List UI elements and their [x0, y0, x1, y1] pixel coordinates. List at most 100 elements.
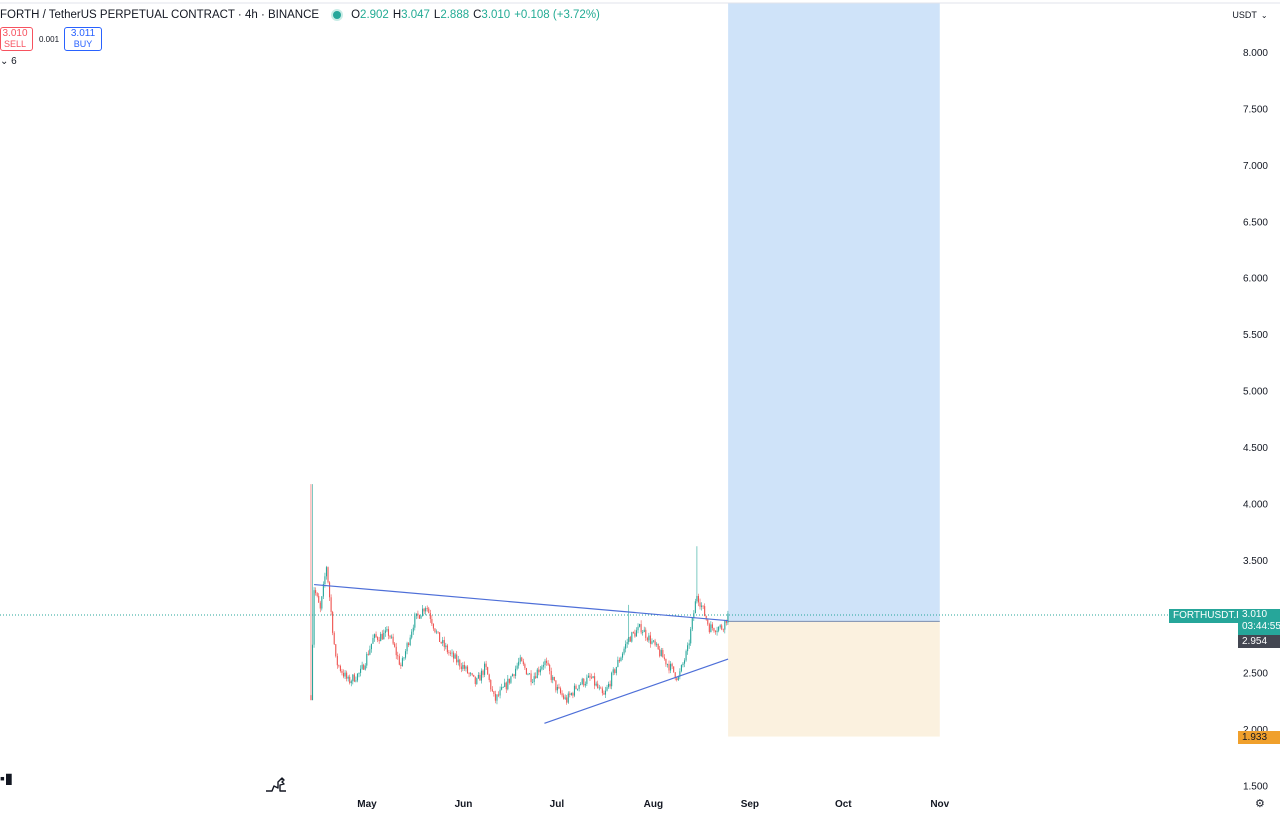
candle-body [646, 637, 648, 641]
price-tick-label: 6.000 [1243, 274, 1268, 285]
candle-body [448, 652, 450, 653]
candle-body [722, 629, 724, 631]
candle-body [521, 657, 523, 662]
currency-selector[interactable]: USDT ⌄ [1232, 10, 1268, 20]
candle-body [522, 661, 524, 665]
candle-body [628, 637, 630, 643]
sell-button[interactable]: 3.010 SELL [0, 27, 33, 51]
candle-body [404, 651, 407, 658]
candle-body [338, 665, 340, 667]
candle-body [386, 629, 388, 631]
candle-body [632, 632, 634, 634]
candle-body [690, 629, 692, 644]
candle-body [373, 634, 376, 639]
candle-body [356, 673, 359, 681]
indicators-toggle[interactable]: ⌄ 6 [0, 56, 17, 67]
candle-body [342, 672, 345, 677]
candle-body [513, 674, 515, 676]
candle-body [594, 676, 596, 686]
candle-body [470, 673, 472, 675]
descending-trendline[interactable] [314, 583, 729, 622]
candle-body [601, 688, 603, 694]
ascending-trendline[interactable] [544, 658, 729, 724]
candle-body [589, 675, 591, 678]
candle-body [693, 613, 695, 618]
profit-target-zone[interactable] [728, 3, 940, 622]
candle-body [456, 654, 458, 663]
candle-body [528, 673, 531, 675]
candle-body [606, 687, 608, 691]
candle-body [598, 687, 600, 689]
price-axis: 1.5002.0002.5003.0003.5004.0004.5005.000… [1243, 48, 1268, 792]
buy-button[interactable]: 3.011 BUY [64, 27, 103, 51]
candle-body [355, 680, 357, 682]
candle-body [361, 664, 363, 669]
candle-body [428, 608, 430, 614]
candle-body [387, 629, 390, 636]
symbol-title[interactable]: FORTH / TetherUS PERPETUAL CONTRACT · 4h… [0, 9, 320, 21]
candle-body [612, 669, 614, 673]
time-tick-label: Sep [741, 799, 759, 810]
entry-price-tag: 2.954 [1238, 635, 1280, 648]
candle-body [558, 686, 560, 689]
candle-body [666, 664, 669, 665]
candle-body [541, 666, 543, 670]
candle-body [536, 669, 538, 679]
stop-loss-zone[interactable] [728, 621, 940, 737]
candle-body [680, 665, 682, 672]
candle-body [370, 643, 372, 650]
candle-body [375, 634, 377, 638]
candle-body [468, 673, 470, 674]
candle-body [683, 660, 686, 664]
candle-body [677, 676, 679, 681]
candle-body [707, 619, 709, 625]
last-price-tag: 3.010 03:44:55 [1238, 609, 1280, 635]
candle-body [446, 645, 448, 653]
candle-body [659, 649, 661, 657]
candle-body [586, 677, 588, 684]
candle-body [487, 667, 489, 675]
symbol-price-label: FORTHUSDT.P [1169, 609, 1247, 623]
gear-icon[interactable]: ⚙ [1255, 798, 1265, 810]
candle-body [497, 694, 500, 696]
candle-body [533, 676, 535, 682]
candle-body [685, 651, 687, 661]
candle-body [569, 693, 571, 695]
trade-buttons: 3.010 SELL 0.001 3.011 BUY [0, 27, 103, 51]
time-tick-label: Oct [835, 799, 852, 810]
dino-icon [266, 777, 286, 792]
candle-body [654, 640, 656, 645]
candle-body [705, 615, 707, 620]
candle-body [711, 624, 713, 629]
candle-body [524, 664, 526, 669]
trendlines[interactable] [314, 583, 729, 724]
candle-body [394, 643, 396, 647]
candle-body [640, 624, 642, 633]
price-tick-label: 1.500 [1243, 781, 1268, 792]
time-tick-label: Jun [455, 799, 473, 810]
candle-body [417, 613, 419, 616]
candle-body [701, 605, 703, 607]
candle-body [510, 676, 512, 683]
candle-body [347, 676, 349, 679]
candle-body [477, 674, 479, 679]
candle-body [453, 652, 455, 659]
candle-body [620, 657, 622, 662]
tradingview-logo-icon[interactable]: ▪▮ [0, 770, 13, 786]
candle-body [721, 625, 723, 630]
candle-body [643, 629, 645, 633]
candle-body [482, 670, 484, 675]
price-tick-label: 7.500 [1243, 104, 1268, 115]
candle-body [384, 630, 386, 633]
candle-body [629, 637, 631, 642]
candle-body [714, 631, 717, 633]
candle-body [395, 646, 397, 656]
high-value: 3.047 [401, 9, 430, 21]
candle-body [553, 676, 555, 681]
candle-body [578, 684, 580, 689]
candle-body [440, 642, 442, 644]
price-tick-label: 5.500 [1243, 330, 1268, 341]
candle-body [315, 590, 317, 594]
candle-body [539, 669, 541, 673]
